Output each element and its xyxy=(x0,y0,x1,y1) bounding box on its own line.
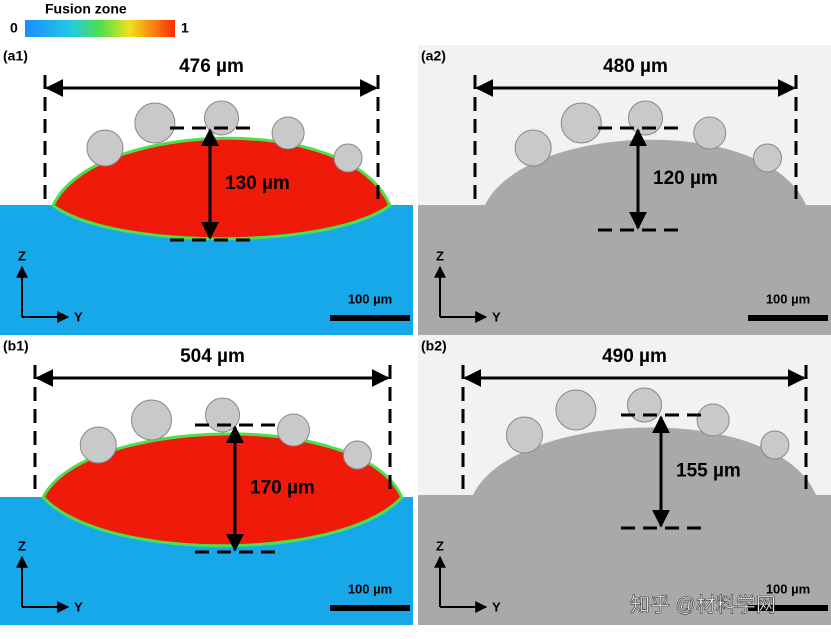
powder-particle xyxy=(760,430,790,460)
powder-particle xyxy=(205,397,240,433)
powder-particle xyxy=(696,403,730,437)
colorbar xyxy=(25,20,175,37)
powder-particle xyxy=(271,116,305,150)
powder-particle xyxy=(277,413,310,447)
z-label: Z xyxy=(18,538,26,553)
powder-particle xyxy=(627,387,662,423)
powder-particle xyxy=(79,426,117,464)
scale-label: 100 µm xyxy=(348,291,392,306)
y-label: Y xyxy=(74,309,83,324)
powder-particle xyxy=(131,399,172,441)
fusion-zone xyxy=(45,435,400,545)
powder-particle xyxy=(560,102,602,144)
fusion-zone xyxy=(55,139,388,238)
panel-label: (a2) xyxy=(421,48,446,64)
height-label: 155 µm xyxy=(676,461,741,482)
powder-particle xyxy=(693,116,727,150)
powder-particle xyxy=(333,143,363,173)
y-label: Y xyxy=(492,599,501,614)
powder-particle xyxy=(86,129,124,167)
panel: (a1) 476 µm 130 µm 100 µm Z Y xyxy=(0,45,413,335)
powder-particle xyxy=(514,129,552,167)
scale-bar xyxy=(748,315,828,321)
panel: (b2) 490 µm 155 µm 100 µm Z Y xyxy=(418,335,831,625)
z-label: Z xyxy=(18,248,26,263)
height-label: 170 µm xyxy=(250,478,315,499)
colorbar-min: 0 xyxy=(10,20,18,36)
width-label: 504 µm xyxy=(180,346,245,367)
panel: (a2) 480 µm 120 µm 100 µm Z Y xyxy=(418,45,831,335)
width-label: 480 µm xyxy=(603,56,668,77)
panel: (b1) 504 µm 170 µm 100 µm Z Y xyxy=(0,335,413,625)
scale-bar xyxy=(330,605,410,611)
panels: (a1) 476 µm 130 µm 100 µm Z Y (a2) 480 µm 120 µm… xyxy=(0,45,831,625)
scale-label: 100 µm xyxy=(766,291,810,306)
y-label: Y xyxy=(74,599,83,614)
powder-particle xyxy=(628,100,663,136)
powder-particle xyxy=(204,100,239,136)
width-label: 476 µm xyxy=(179,56,244,77)
height-label: 130 µm xyxy=(225,173,290,194)
powder-particle xyxy=(555,389,597,431)
deposit xyxy=(418,427,831,625)
z-label: Z xyxy=(436,248,444,263)
panel-label: (b1) xyxy=(3,338,29,354)
colorbar-title: Fusion zone xyxy=(45,1,127,17)
scale-label: 100 µm xyxy=(766,581,810,596)
panel-label: (a1) xyxy=(3,48,28,64)
powder-particle xyxy=(342,440,372,470)
scale-bar xyxy=(330,315,410,321)
scale-bar xyxy=(748,605,828,611)
z-label: Z xyxy=(436,538,444,553)
colorbar-max: 1 xyxy=(181,20,189,36)
powder-particle xyxy=(134,102,176,144)
scale-label: 100 µm xyxy=(348,581,392,596)
height-label: 120 µm xyxy=(653,168,718,189)
watermark: 知乎 @材料学网 xyxy=(630,593,776,616)
y-label: Y xyxy=(492,309,501,324)
width-label: 490 µm xyxy=(602,346,667,367)
deposit xyxy=(418,139,831,335)
panel-label: (b2) xyxy=(421,338,447,354)
powder-particle xyxy=(752,143,782,173)
powder-particle xyxy=(505,416,543,454)
